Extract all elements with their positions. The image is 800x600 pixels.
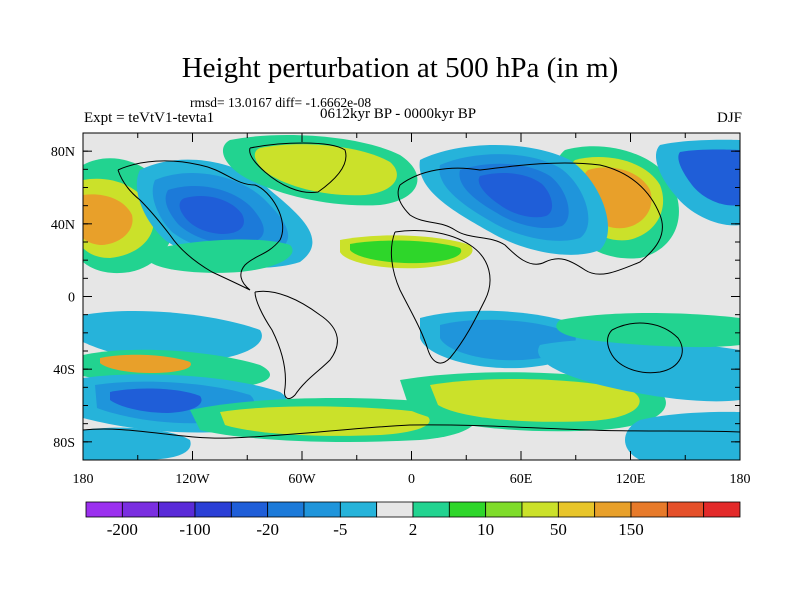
contour-region (110, 388, 202, 413)
contour-region (478, 172, 553, 218)
colorbar-swatch (666, 501, 705, 518)
lon-tick-label: 180 (73, 472, 94, 487)
lat-tick-label: 80S (53, 436, 75, 451)
contour-region (625, 411, 740, 460)
coastline-antarctica (83, 424, 740, 439)
contour-region (254, 144, 397, 196)
colorbar-swatch (485, 501, 523, 518)
stats-text: rmsd= 13.0167 diff= -1.6662e-08 (190, 95, 372, 110)
colorbar-swatch (339, 501, 378, 518)
lon-tick-label: 0 (408, 472, 415, 487)
contour-field (83, 135, 740, 460)
colorbar-swatch (158, 501, 196, 518)
colorbar-label: -200 (107, 520, 138, 539)
contour-region (350, 240, 462, 264)
colorbar-label: 50 (550, 520, 567, 539)
colorbar-swatch (85, 501, 123, 518)
colorbar-swatch (703, 501, 741, 518)
contour-region (83, 194, 133, 245)
contour-region (179, 195, 244, 234)
period-label: 0612kyr BP - 0000kyr BP (320, 106, 477, 122)
colorbar-label: 10 (477, 520, 494, 539)
contour-region (83, 310, 262, 363)
season-label: DJF (716, 110, 742, 126)
contour-region (220, 406, 430, 436)
colorbar-swatch (267, 501, 305, 518)
colorbar-swatch (230, 501, 269, 518)
colorbar-swatch (630, 501, 668, 518)
lon-tick-label: 60W (288, 472, 316, 487)
contour-region (83, 427, 191, 460)
lat-tick-label: 0 (68, 291, 75, 306)
coastline-north-america (117, 160, 284, 291)
coastline-africa (390, 230, 491, 364)
plot-title: Height perturbation at 500 hPa (in m) (181, 52, 619, 84)
colorbar-swatch (194, 501, 232, 518)
colorbar-swatch (557, 501, 596, 518)
coastlines (83, 142, 740, 439)
lon-tick-label: 120W (175, 472, 210, 487)
colorbar-swatch (376, 501, 414, 518)
lon-tick-label: 60E (510, 472, 533, 487)
colorbar-label: 2 (409, 520, 418, 539)
colorbar-label: -100 (179, 520, 210, 539)
lat-tick-label: 40S (53, 363, 75, 378)
lat-tick-label: 40N (51, 218, 75, 233)
colorbar: -200 -100 -20 -5 2 10 50 150 (85, 501, 741, 539)
contour-region (556, 313, 740, 348)
colorbar-label: 150 (618, 520, 644, 539)
contour-region (100, 354, 191, 373)
colorbar-swatch (121, 501, 160, 518)
colorbar-swatch (521, 501, 559, 518)
coastline-eurasia (397, 162, 663, 275)
colorbar-swatch (412, 501, 450, 518)
coastline-greenland (249, 142, 347, 194)
coastline-australia (607, 322, 683, 374)
contour-region (430, 378, 640, 422)
contour-region (678, 149, 740, 206)
lon-tick-label: 180 (730, 472, 751, 487)
coastline-south-america (254, 290, 338, 399)
lat-tick-label: 80N (51, 145, 75, 160)
colorbar-swatch (448, 501, 487, 518)
colorbar-swatch (303, 501, 341, 518)
colorbar-label: -20 (256, 520, 279, 539)
colorbar-swatch (594, 501, 632, 518)
contour-region (538, 339, 740, 402)
experiment-label: Expt = teVtV1-tevta1 (84, 110, 215, 126)
lon-tick-label: 120E (616, 472, 646, 487)
colorbar-label: -5 (333, 520, 347, 539)
contour-region (150, 239, 293, 273)
axis-ticks: 180 120W 60W 0 60E 120E 180 80N 40N 0 40S 80S (51, 133, 751, 487)
